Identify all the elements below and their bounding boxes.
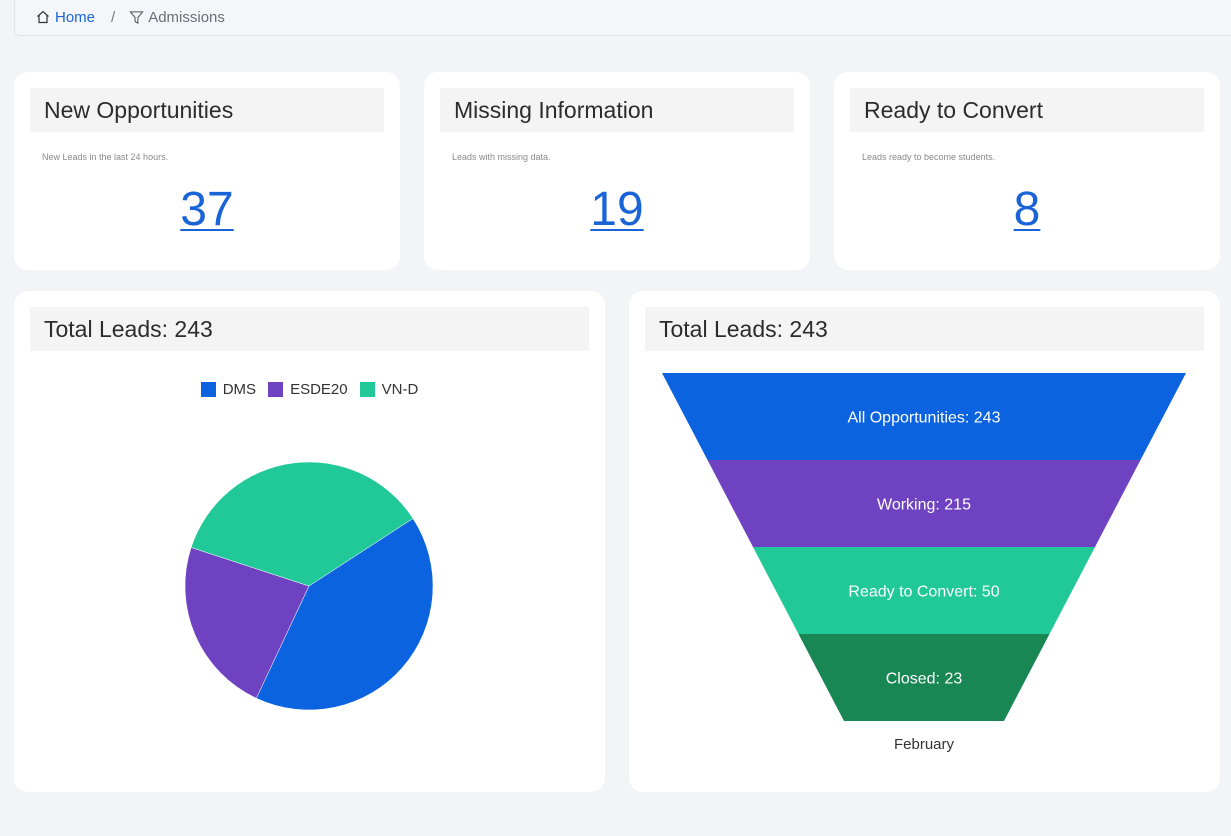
pie-legend: DMS ESDE20 VN-D [14,381,605,398]
funnel-x-label: February [894,736,955,753]
breadcrumb-home-link[interactable]: Home [35,9,95,26]
funnel-stage-closed[interactable] [798,634,1050,721]
pie-slice-vn-d[interactable] [190,461,414,587]
legend-label: DMS [222,381,257,398]
funnel-stage-label: Closed: 23 [886,671,963,688]
breadcrumb-current: Admissions [129,9,225,26]
breadcrumb-separator: / [111,8,116,26]
stat-card-title: New Opportunities [30,88,384,132]
stat-card-missing-information: Missing Information Leads with missing d… [424,72,810,270]
pie-slice-esde20[interactable] [184,547,310,699]
legend-label: ESDE20 [290,381,348,398]
funnel-stage-label: Ready to Convert: 50 [848,584,999,601]
legend-item-dms[interactable]: DMS [200,381,257,398]
funnel-chart: All Opportunities: 243 Working: 215 Ready … [662,373,1186,753]
stat-card-title: Missing Information [440,88,794,132]
breadcrumb-home-label: Home [55,8,96,26]
funnel-stage-all-opportunities[interactable] [662,373,1186,460]
funnel-stage-working[interactable] [707,460,1141,547]
funnel-stage-label: All Opportunities: 243 [848,410,1001,427]
stat-card-ready-to-convert: Ready to Convert Leads ready to become s… [834,72,1220,270]
stat-card-new-opportunities: New Opportunities New Leads in the last … [14,72,400,270]
pie-chart [184,461,434,711]
funnel-stage-label: Working: 215 [877,497,971,514]
stat-card-value-link[interactable]: 37 [180,183,234,236]
breadcrumb: Home / Admissions [14,0,1231,36]
filter-icon [129,10,144,24]
legend-swatch [200,382,216,397]
breadcrumb-current-label: Admissions [148,8,225,26]
pie-chart-card: Total Leads: 243 DMS ESDE20 VN-D [14,291,605,792]
home-icon [37,10,49,24]
stat-card-title: Ready to Convert [850,88,1204,132]
funnel-chart-title: Total Leads: 243 [645,307,1204,351]
legend-item-esde20[interactable]: ESDE20 [268,381,348,398]
legend-label: VN-D [381,381,419,398]
stat-card-subtitle: Leads ready to become students. [862,152,996,162]
stat-card-value-link[interactable]: 19 [590,183,644,236]
pie-slice-dms[interactable] [255,518,434,711]
funnel-chart-card: Total Leads: 243 All Opportunities: 243 W… [629,291,1220,792]
legend-swatch [268,382,284,397]
pie-chart-title: Total Leads: 243 [30,307,589,351]
stat-card-value-link[interactable]: 8 [1013,183,1041,236]
legend-swatch [359,382,375,397]
stat-card-subtitle: New Leads in the last 24 hours. [42,152,169,162]
legend-item-vn-d[interactable]: VN-D [359,381,419,398]
stat-card-subtitle: Leads with missing data. [452,152,551,162]
funnel-stage-ready-to-convert[interactable] [753,547,1095,634]
